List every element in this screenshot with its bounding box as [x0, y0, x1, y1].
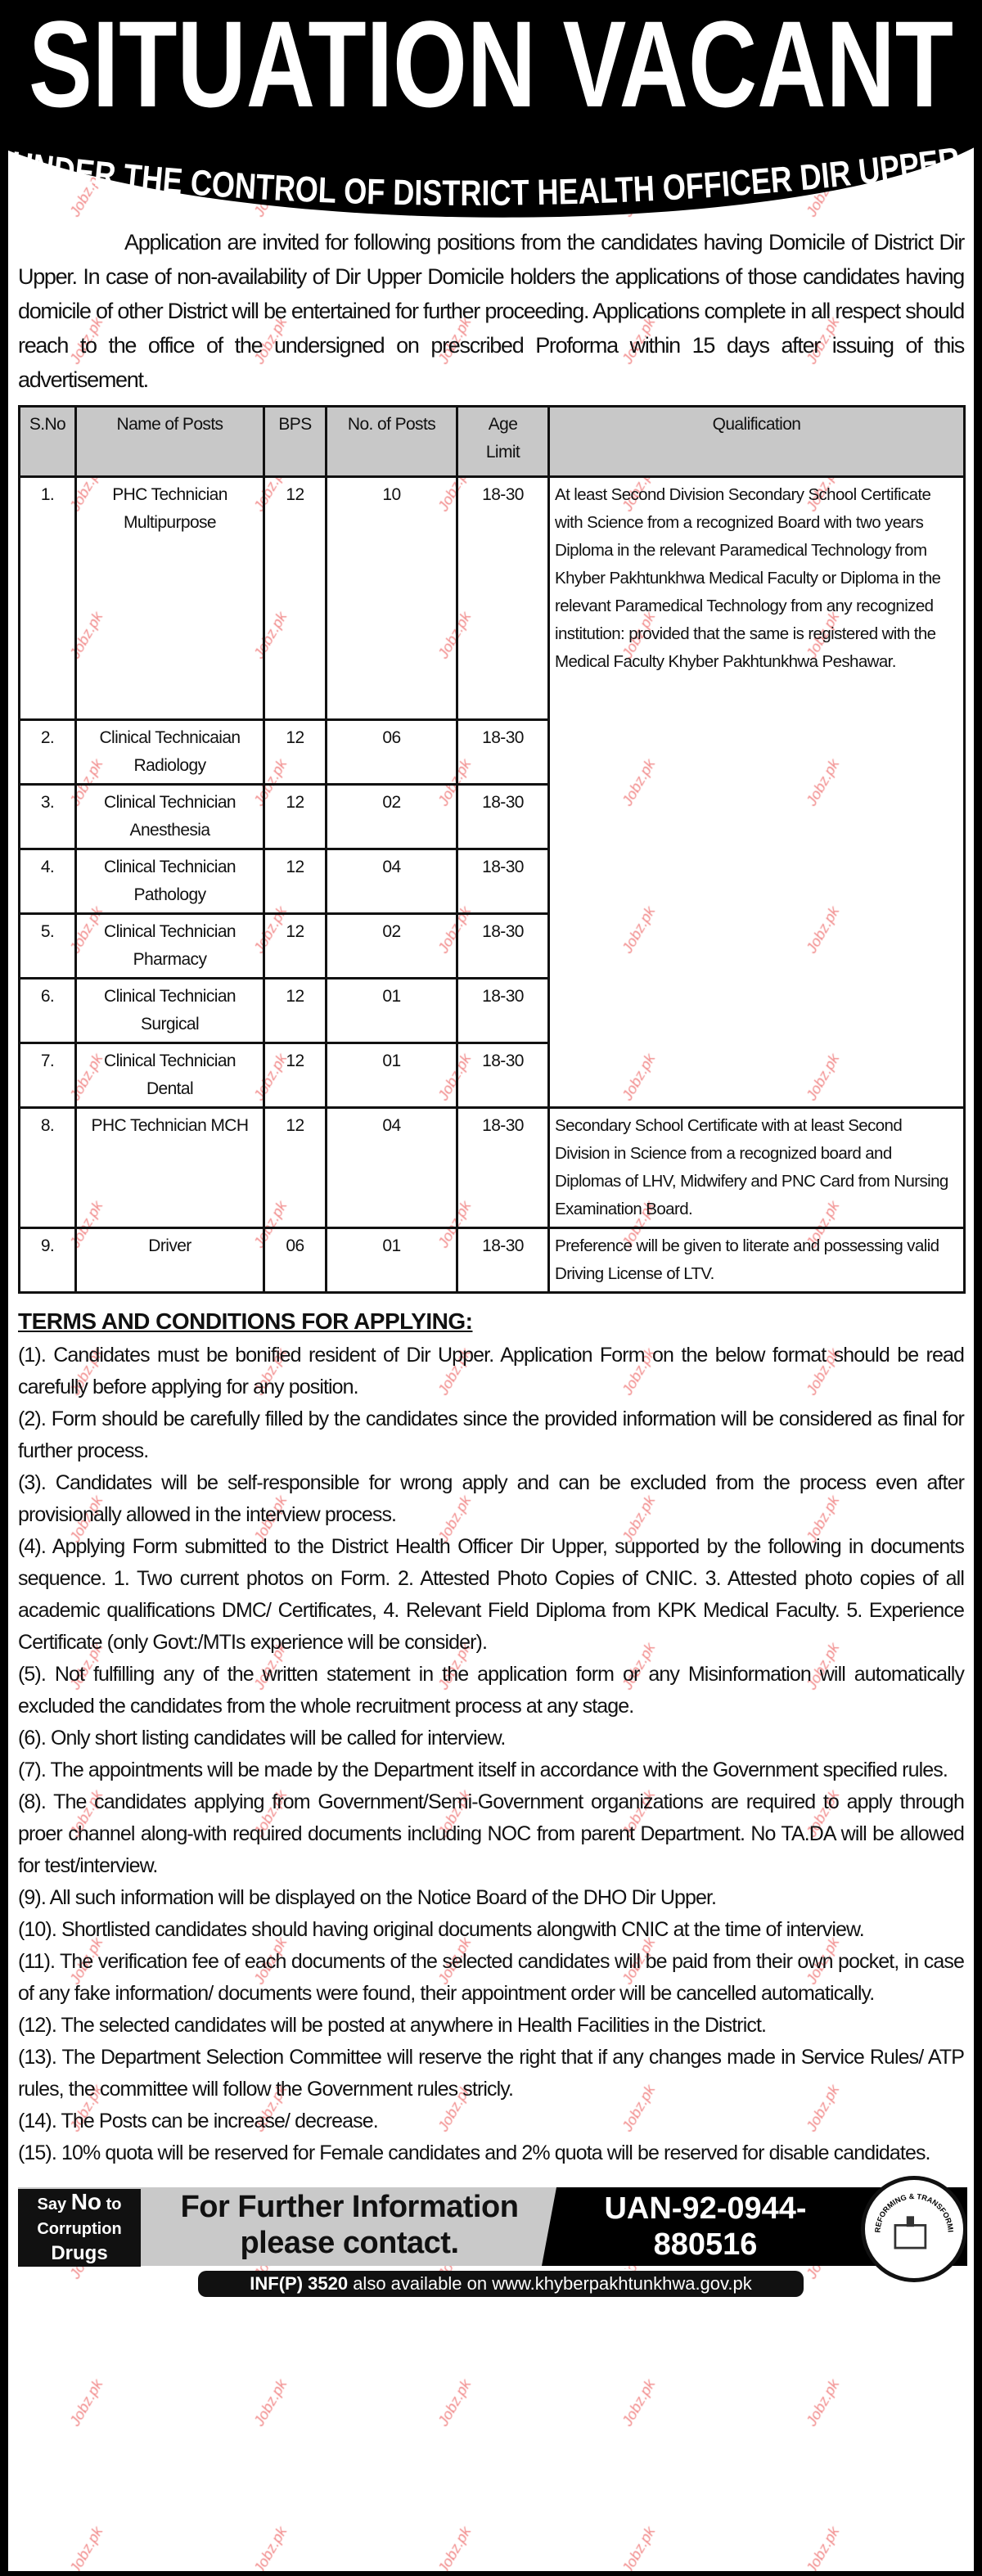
cell-sno: 8. — [18, 1106, 77, 1229]
term-item: (9). All such information will be displa… — [18, 1886, 717, 1909]
intro-paragraph: Application are invited for following po… — [18, 230, 965, 392]
cell-posts: 02 — [325, 912, 458, 980]
page-title: SITUATION VACANT — [29, 0, 953, 133]
term-item: (15). 10% quota will be reserved for Fem… — [18, 2141, 930, 2164]
government-logo: REFORMING & TRANSFORMING — [861, 2173, 967, 2282]
cell-sno: 9. — [18, 1227, 77, 1294]
table-row: 3. Clinical Technician Anesthesia 12 02 18-3… — [18, 783, 965, 850]
cell-sno: 1. — [18, 475, 77, 721]
term-item: (13). The Department Selection Committee… — [18, 2046, 965, 2101]
cell-age: 18-30 — [456, 912, 550, 980]
uan-number: UAN-92-0944-880516 — [604, 2191, 807, 2262]
cell-age: 18-30 — [456, 848, 550, 915]
cell-age: 18-30 — [456, 718, 550, 786]
cell-age: 18-30 — [456, 783, 550, 850]
cell-posts: 01 — [325, 1042, 458, 1109]
term-item: (11). The verification fee of each docum… — [18, 1950, 965, 2005]
cell-name: Clinical Technician Surgical — [74, 977, 265, 1044]
col-bps: BPS — [263, 405, 327, 478]
cell-name: PHC Technician MCH — [74, 1106, 265, 1229]
terms-section: TERMS AND CONDITIONS FOR APPLYING: (1). … — [18, 1304, 965, 2169]
cell-sno: 5. — [18, 912, 77, 980]
terms-title: TERMS AND CONDITIONS FOR APPLYING: — [18, 1308, 473, 1334]
table-row: 5. Clinical Technician Pharmacy 12 02 18-30 — [18, 912, 965, 980]
inf-notice: INF(P) 3520 also available on www.khyber… — [198, 2271, 804, 2297]
cell-bps: 12 — [263, 1042, 327, 1109]
cell-name: Clinical Technician Anesthesia — [74, 783, 265, 850]
cell-posts: 01 — [325, 977, 458, 1044]
cell-bps: 12 — [263, 475, 327, 721]
table-row: 4. Clinical Technician Pathology 12 04 18-30 — [18, 848, 965, 915]
advertisement: SITUATION VACANT UNDER THE CONTROL OF DI… — [0, 0, 982, 2299]
cell-name: Clinical Technician Pharmacy — [74, 912, 265, 980]
col-posts: No. of Posts — [325, 405, 458, 478]
cell-qualification: Preference will be given to literate and… — [547, 1227, 966, 1294]
term-item: (10). Shortlisted candidates should havi… — [18, 1918, 865, 1941]
cell-posts: 06 — [325, 718, 458, 786]
cell-sno: 4. — [18, 848, 77, 915]
col-name: Name of Posts — [74, 405, 265, 478]
term-item: (2). Form should be carefully filled by … — [18, 1407, 965, 1462]
cell-bps: 12 — [263, 977, 327, 1044]
cell-posts: 02 — [325, 783, 458, 850]
further-info: For Further Information please contact. — [180, 2190, 519, 2260]
cell-posts: 04 — [325, 1106, 458, 1229]
cell-bps: 12 — [263, 783, 327, 850]
cell-name: Driver — [74, 1227, 265, 1294]
cell-name: Clinical Technicaian Radiology — [74, 718, 265, 786]
cell-sno: 3. — [18, 783, 77, 850]
cell-age: 18-30 — [456, 1106, 550, 1229]
term-item: (14). The Posts can be increase/ decreas… — [18, 2110, 379, 2132]
cell-bps: 12 — [263, 1106, 327, 1229]
cell-age: 18-30 — [456, 475, 550, 721]
anti-corruption-badge: Say No to Corruption Drugs — [18, 2189, 141, 2267]
term-item: (3). Candidates will be self-responsible… — [18, 1471, 965, 1526]
term-item: (6). Only short listing candidates will … — [18, 1727, 506, 1750]
header: SITUATION VACANT UNDER THE CONTROL OF DI… — [0, 0, 982, 225]
cell-age: 18-30 — [456, 1227, 550, 1294]
table-row: 1. PHC Technician Multipurpose 12 10 18-30 At… — [18, 475, 966, 1109]
term-item: (8). The candidates applying from Govern… — [18, 1790, 965, 1877]
term-item: (5). Not fulfilling any of the written s… — [18, 1663, 965, 1718]
cell-name: Clinical Technician Dental — [74, 1042, 265, 1109]
cell-bps: 12 — [263, 718, 327, 786]
cell-posts: 04 — [325, 848, 458, 915]
cell-sno: 6. — [18, 977, 77, 1044]
cell-qualification: At least Second Division Secondary Schoo… — [547, 475, 966, 1109]
cell-bps: 12 — [263, 848, 327, 915]
cell-sno: 2. — [18, 718, 77, 786]
footer: Say No to Corruption Drugs For Further I… — [18, 2173, 967, 2299]
cell-sno: 7. — [18, 1042, 77, 1109]
table-row: 7. Clinical Technician Dental 12 01 18-30 — [18, 1042, 965, 1109]
cell-age: 18-30 — [456, 977, 550, 1044]
table-row: 8. PHC Technician MCH 12 04 18-30 Secondary S… — [18, 1106, 966, 1229]
col-qualification: Qualification — [547, 405, 966, 478]
table-header-row: S.No Name of Posts BPS No. of Posts Age … — [18, 405, 966, 478]
term-item: (4). Applying Form submitted to the Dist… — [18, 1535, 965, 1654]
table-row: 2. Clinical Technicaian Radiology 12 06 18-3… — [18, 718, 965, 786]
col-age: Age Limit — [456, 405, 550, 478]
term-item: (12). The selected candidates will be po… — [18, 2014, 767, 2037]
cell-bps: 12 — [263, 912, 327, 980]
cell-name: PHC Technician Multipurpose — [74, 475, 265, 721]
cell-bps: 06 — [263, 1227, 327, 1294]
col-sno: S.No — [18, 405, 77, 478]
term-item: (7). The appointments will be made by th… — [18, 1759, 948, 1781]
table-row: 9. Driver 06 01 18-30 Preference will be give… — [18, 1227, 966, 1294]
cell-age: 18-30 — [456, 1042, 550, 1109]
posts-table: S.No Name of Posts BPS No. of Posts Age … — [18, 405, 966, 1294]
cell-qualification: Secondary School Certificate with at lea… — [547, 1106, 966, 1229]
table-row: 6. Clinical Technician Surgical 12 01 18-30 — [18, 977, 965, 1044]
cell-name: Clinical Technician Pathology — [74, 848, 265, 915]
cell-posts: 01 — [325, 1227, 458, 1294]
cell-posts: 10 — [325, 475, 458, 721]
term-item: (1). Candidates must be bonified residen… — [18, 1344, 965, 1398]
